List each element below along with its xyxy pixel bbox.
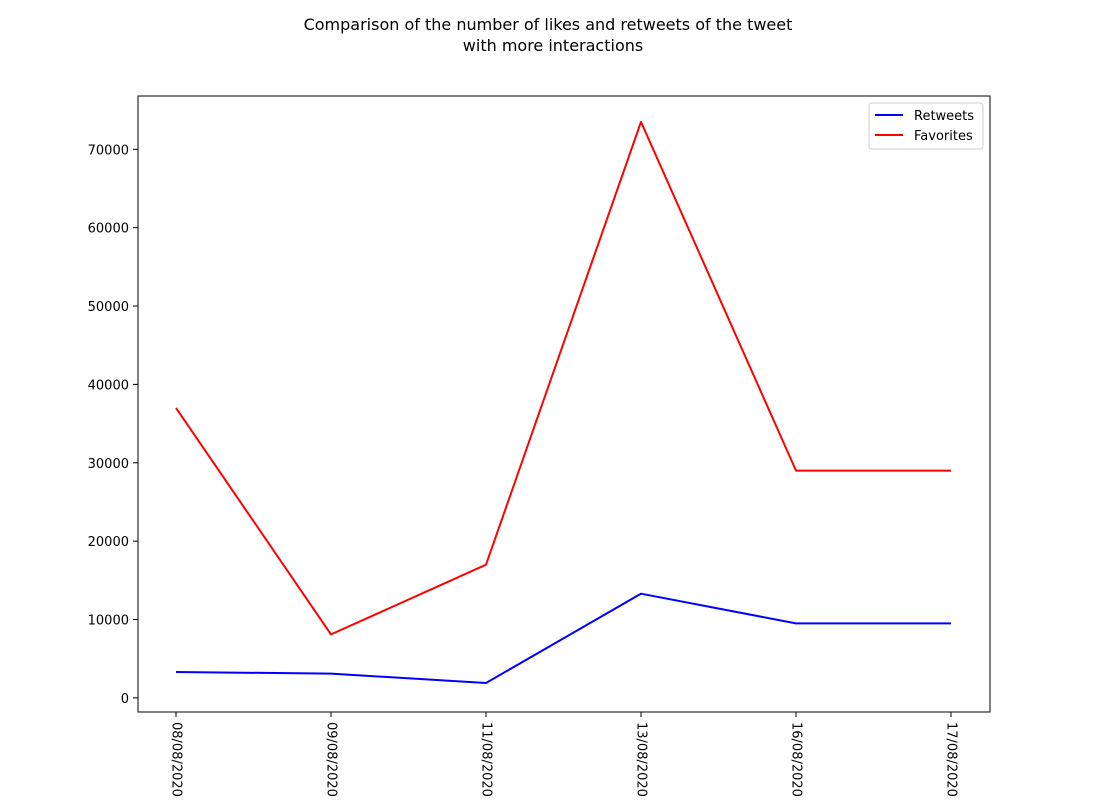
- series-layer: [175, 120, 952, 684]
- y-tick-label: 20000: [88, 535, 129, 550]
- legend-favorites-label: Favorites: [914, 129, 973, 144]
- y-tick-label: 30000: [88, 457, 129, 472]
- y-tick-label: 40000: [88, 378, 129, 393]
- y-tick-label: 60000: [88, 222, 129, 237]
- chart-title-line-2: with more interactions: [463, 36, 643, 55]
- x-tick-label: 17/08/2020: [944, 722, 959, 797]
- y-tick-label: 10000: [88, 614, 129, 629]
- x-tick-label: 16/08/2020: [789, 722, 804, 797]
- x-tick-label: 13/08/2020: [634, 722, 649, 797]
- x-axis-ticks: 08/08/2020 09/08/2020 11/08/2020 13/08/2020…: [169, 712, 959, 797]
- y-tick-label: 0: [121, 692, 129, 707]
- series-line-favorites: [175, 120, 951, 636]
- y-tick-label: 50000: [88, 300, 129, 315]
- y-axis-ticks: 0 10000 20000 30000 40000 50000 60000 70000: [88, 143, 138, 707]
- x-tick-label: 09/08/2020: [324, 722, 339, 797]
- y-tick-label: 70000: [88, 143, 129, 158]
- series-line-retweets: [175, 592, 951, 684]
- x-tick-label: 08/08/2020: [169, 722, 184, 797]
- plot-area-frame: [137, 95, 991, 713]
- x-tick-label: 11/08/2020: [479, 722, 494, 797]
- chart-title-line-1: Comparison of the number of likes and re…: [304, 15, 793, 34]
- legend-retweets-label: Retweets: [914, 109, 974, 124]
- legend: Retweets Favorites: [868, 102, 984, 150]
